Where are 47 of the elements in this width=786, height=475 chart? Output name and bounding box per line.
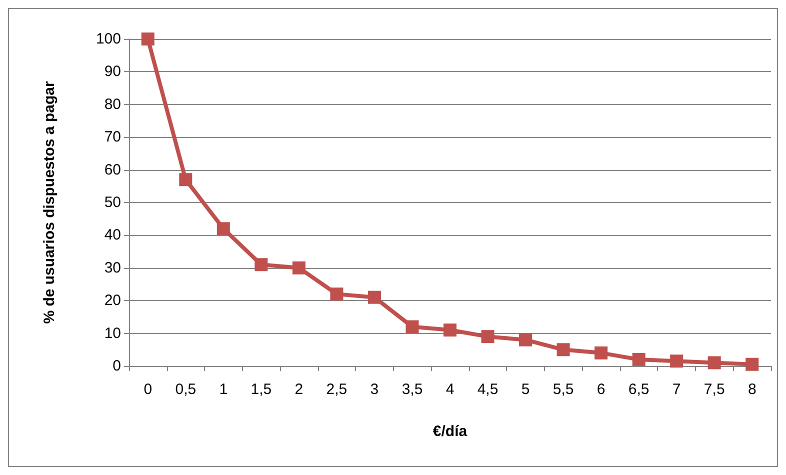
point: [406, 320, 419, 334]
x-tick-label: 0,5: [175, 381, 196, 398]
x-tick-label: 3: [370, 381, 379, 398]
point: [444, 324, 456, 337]
point: [330, 288, 344, 301]
x-tick-label: 1,5: [250, 381, 272, 398]
point: [632, 352, 646, 366]
y-tick-label: 90: [104, 63, 121, 80]
point: [481, 330, 494, 344]
y-axis-title: % de usuarios dispuestos a pagar: [41, 81, 58, 324]
x-tick-label: 4,5: [477, 381, 498, 398]
point: [519, 333, 532, 346]
point: [708, 356, 721, 370]
y-tick-label: 60: [104, 161, 121, 178]
y-tick-label: 50: [104, 194, 121, 211]
x-tick-label: 0: [144, 381, 152, 398]
point: [746, 358, 759, 371]
y-tick-label: 70: [104, 128, 121, 146]
point: [254, 258, 268, 272]
x-tick-label: 8: [748, 381, 756, 398]
point: [368, 290, 381, 304]
y-tick-label: 100: [96, 30, 121, 48]
point: [556, 343, 570, 356]
point: [179, 173, 192, 186]
x-tick-label: 7,5: [704, 381, 725, 398]
x-tick-label: 4: [446, 381, 454, 398]
y-tick-label: 30: [104, 259, 121, 276]
y-tick-label: 0: [112, 358, 121, 374]
point: [292, 261, 306, 274]
y-tick-label: 80: [104, 96, 121, 113]
y-tick-label: 40: [104, 226, 121, 244]
x-tick-label: 2: [294, 381, 304, 398]
x-tick-label: 1: [219, 381, 228, 398]
x-tick-label: 7: [672, 381, 681, 398]
point: [594, 346, 608, 360]
x-tick-label: 5: [521, 381, 530, 398]
x-tick-label: 2,5: [326, 381, 348, 398]
x-axis-title: €/día: [432, 423, 468, 440]
y-tick-label: 10: [104, 324, 121, 342]
point: [141, 32, 154, 46]
x-tick-label: 5,5: [552, 381, 574, 398]
x-tick-label: 6,5: [628, 381, 650, 398]
y-tick-label: 20: [104, 292, 121, 310]
x-tick-label: 3,5: [402, 381, 423, 398]
point: [670, 354, 684, 368]
point: [216, 222, 230, 236]
x-tick-label: 6: [596, 381, 606, 398]
